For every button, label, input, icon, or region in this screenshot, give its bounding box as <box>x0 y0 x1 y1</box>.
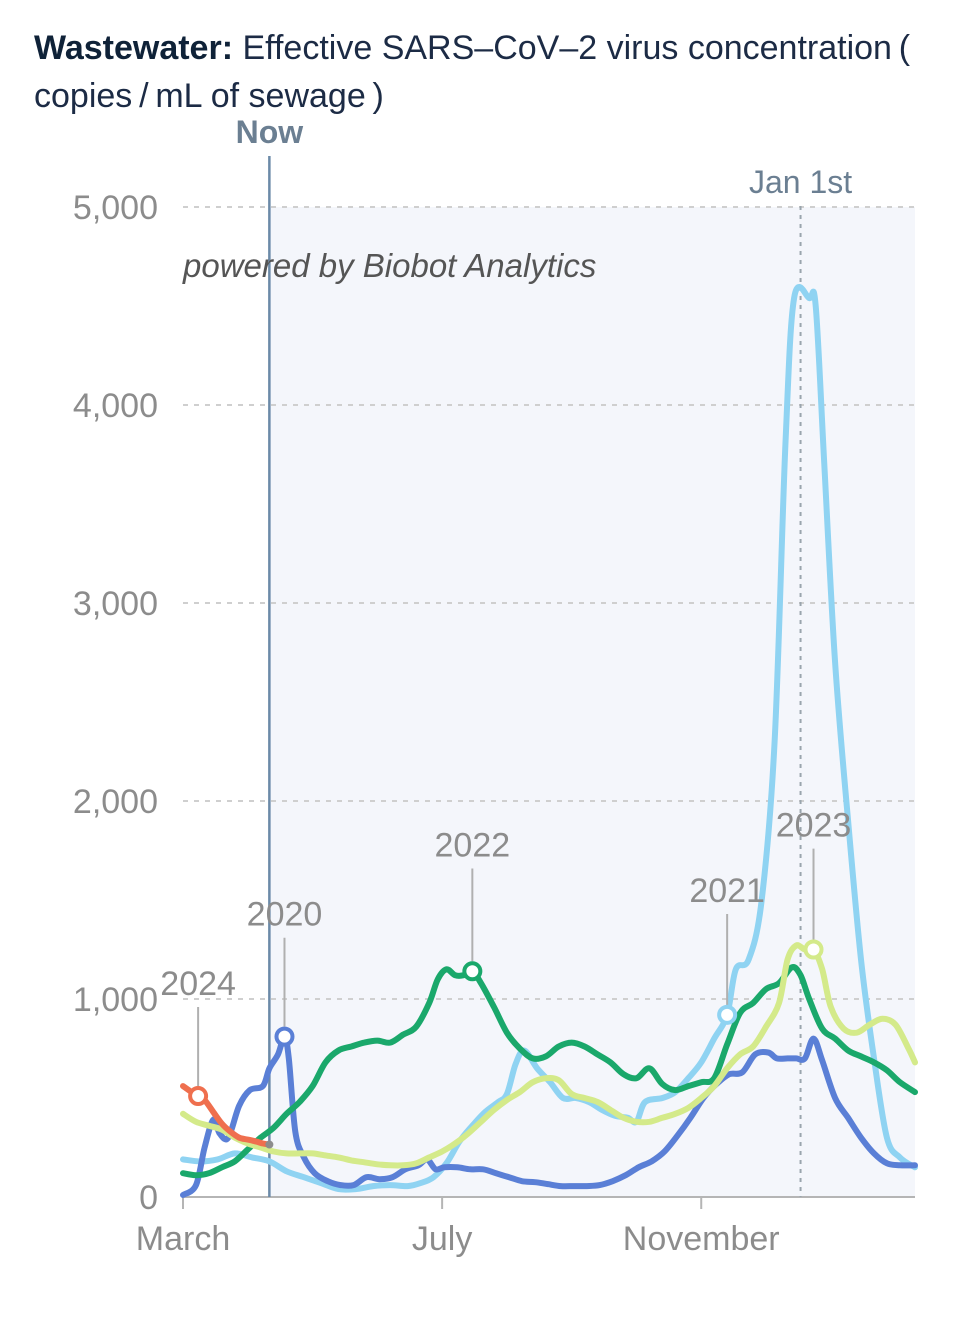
y-tick-label: 2,000 <box>73 783 158 821</box>
x-tick-label: November <box>623 1220 780 1258</box>
series-marker-2023 <box>803 939 824 960</box>
now-to-future-panel <box>269 207 915 1197</box>
series-marker-2022 <box>462 961 483 982</box>
x-tick-label: July <box>412 1220 472 1258</box>
credit-text: powered by Biobot Analytics <box>182 247 596 284</box>
y-tick-label: 4,000 <box>73 387 158 425</box>
y-tick-label: 5,000 <box>73 189 158 227</box>
now-point-2024 <box>265 1140 274 1149</box>
series-label-2024: 2024 <box>160 965 236 1003</box>
chart-title-bold: Wastewater: <box>34 29 234 67</box>
now-label: Now <box>236 114 304 150</box>
y-tick-label: 0 <box>139 1179 158 1217</box>
x-tick-label: March <box>136 1220 230 1258</box>
series-label-2023: 2023 <box>776 807 852 845</box>
grid-lines: 0 1,000 2,000 3,000 4,000 5,000 <box>73 189 915 1217</box>
y-tick-label: 1,000 <box>73 981 158 1019</box>
series-label-2020: 2020 <box>247 896 323 934</box>
series-line-2022 <box>180 964 918 1179</box>
axes: March July November <box>136 1196 915 1258</box>
series-line-2021 <box>180 284 918 1193</box>
annotations: Now Jan 1st <box>236 114 852 1197</box>
series-marker-2021 <box>717 1004 738 1025</box>
jan-1st-label: Jan 1st <box>749 164 852 200</box>
series-marker-2024 <box>188 1086 209 1107</box>
series-markers: 2020 2021 2022 2023 2024 <box>160 807 851 1149</box>
series-label-2021: 2021 <box>689 872 765 910</box>
y-tick-label: 3,000 <box>73 585 158 623</box>
chart-title-rest: Effective SARS–CoV–2 virus concentration… <box>34 29 917 115</box>
chart-title: Wastewater: Effective SARS–CoV–2 virus c… <box>34 24 934 120</box>
series-marker-2020 <box>274 1026 295 1047</box>
series-label-2022: 2022 <box>435 826 511 864</box>
